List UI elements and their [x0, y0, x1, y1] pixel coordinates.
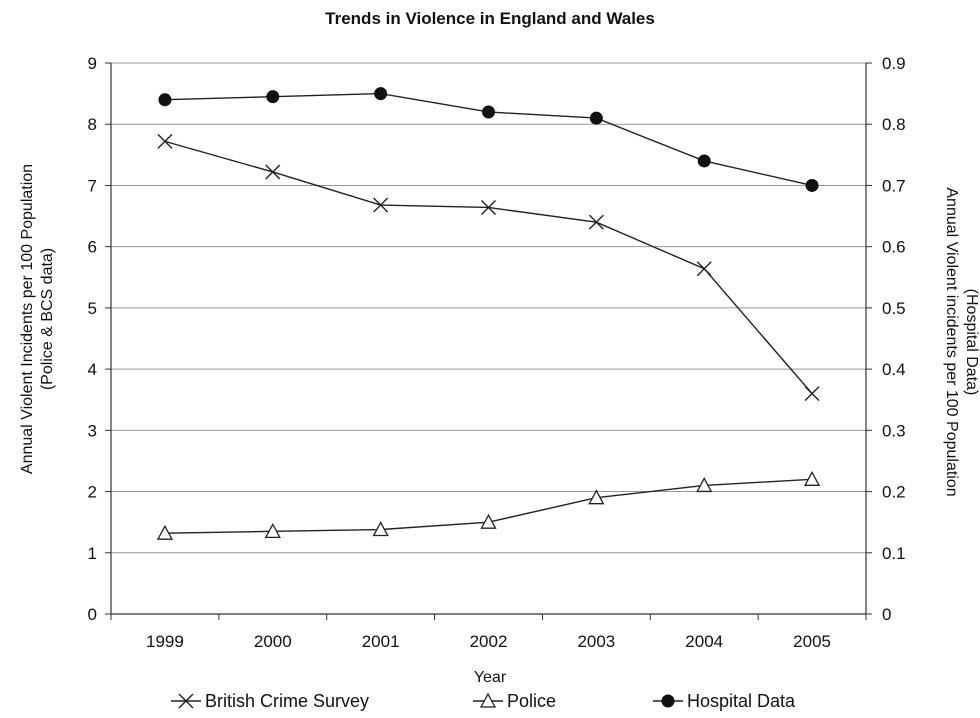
circle-marker: [158, 93, 172, 107]
x-marker-stroke: [481, 199, 496, 215]
y-axis-right-title-line2: (Hospital Data): [963, 289, 980, 396]
y-right-tick-label: 0.7: [882, 176, 906, 195]
triangle-marker: [480, 513, 497, 529]
circle-marker: [482, 105, 495, 119]
y-left-tick-label: 7: [88, 176, 97, 195]
y-right-tick-label: 0.5: [882, 299, 906, 318]
legend-item: Police: [473, 691, 556, 711]
x-marker-stroke: [588, 214, 604, 230]
triangle-marker: [156, 524, 174, 540]
circle-marker: [661, 694, 675, 708]
y-right-tick-label: 0.8: [882, 115, 906, 134]
series-line: [164, 140, 813, 395]
circle-marker: [697, 154, 711, 168]
x-tick-label: 2004: [685, 632, 723, 651]
triangle-marker: [264, 522, 281, 538]
legend-label: British Crime Survey: [205, 691, 369, 711]
legend-label: Police: [507, 691, 556, 711]
y-left-tick-label: 3: [88, 421, 97, 440]
y-left-tick-label: 6: [88, 238, 97, 257]
x-marker-stroke: [804, 386, 820, 402]
y-left-tick-label: 2: [88, 483, 97, 502]
x-tick-label: 2003: [577, 632, 615, 651]
x-tick-label: 2002: [470, 632, 508, 651]
x-marker: [373, 197, 389, 213]
y-left-tick-label: 4: [88, 360, 97, 379]
circle-marker: [374, 87, 388, 101]
x-marker-stroke: [373, 197, 389, 213]
y-axis-left-title-line1: Annual Violent Incidents per 100 Populat…: [19, 164, 36, 474]
x-marker-stroke: [265, 164, 281, 180]
circle-marker: [266, 90, 280, 104]
gridlines: [111, 62, 866, 554]
x-marker-stroke: [157, 133, 173, 149]
triangle-marker: [696, 477, 713, 493]
x-marker: [588, 214, 604, 230]
x-marker: [178, 693, 194, 709]
x-tick-label: 2000: [254, 632, 292, 651]
y-left-tick-label: 5: [88, 299, 97, 318]
x-marker: [157, 133, 173, 149]
y-left-tick-label: 0: [88, 605, 97, 624]
x-marker: [804, 386, 820, 402]
triangle-marker: [588, 489, 605, 505]
legend-item: Hospital Data: [653, 691, 796, 711]
x-axis-title: Year: [474, 669, 507, 686]
x-tick-label: 2001: [362, 632, 400, 651]
y-right-tick-label: 0: [882, 605, 891, 624]
y-left-tick-label: 8: [88, 115, 97, 134]
series-circle: [158, 87, 819, 192]
circle-marker: [589, 111, 603, 125]
circle-marker: [805, 178, 819, 192]
series-x: [157, 133, 820, 402]
tick-labels: 0 1 2 3 4 5 6 7 8 9 0 0.1 0.2 0.3 0.4 0.5 0.6 0.7 0.8 0.9 19…: [88, 54, 906, 651]
y-right-tick-label: 0.2: [882, 483, 906, 502]
y-right-tick-label: 0.6: [882, 238, 906, 257]
y-right-tick-label: 0.1: [882, 544, 906, 563]
y-right-tick-label: 0.9: [882, 54, 906, 73]
legend-label: Hospital Data: [687, 691, 796, 711]
legend-item: British Crime Survey: [171, 691, 369, 711]
x-marker-stroke: [696, 261, 712, 277]
triangle-marker: [372, 521, 389, 537]
x-marker-stroke: [178, 693, 194, 709]
series-group: [156, 87, 821, 540]
y-right-tick-label: 0.3: [882, 421, 906, 440]
y-axis-left-title-line2: (Police & BCS data): [39, 248, 56, 390]
y-right-tick-label: 0.4: [882, 360, 906, 379]
axes: [105, 62, 872, 620]
triangle-marker: [803, 470, 821, 486]
chart-title: Trends in Violence in England and Wales: [325, 9, 655, 28]
series-triangle: [156, 470, 821, 540]
x-tick-label: 2005: [793, 632, 831, 651]
triangle-marker: [479, 692, 497, 708]
x-marker: [265, 164, 281, 180]
y-left-tick-label: 1: [88, 544, 97, 563]
y-left-tick-label: 9: [88, 54, 97, 73]
y-axis-right-title-line1: Annual Violent incidents per 100 Populat…: [943, 187, 960, 496]
legend: British Crime Survey Police Hospital Data: [171, 691, 796, 711]
x-marker: [481, 199, 496, 215]
x-marker: [696, 261, 712, 277]
x-tick-label: 1999: [146, 632, 184, 651]
